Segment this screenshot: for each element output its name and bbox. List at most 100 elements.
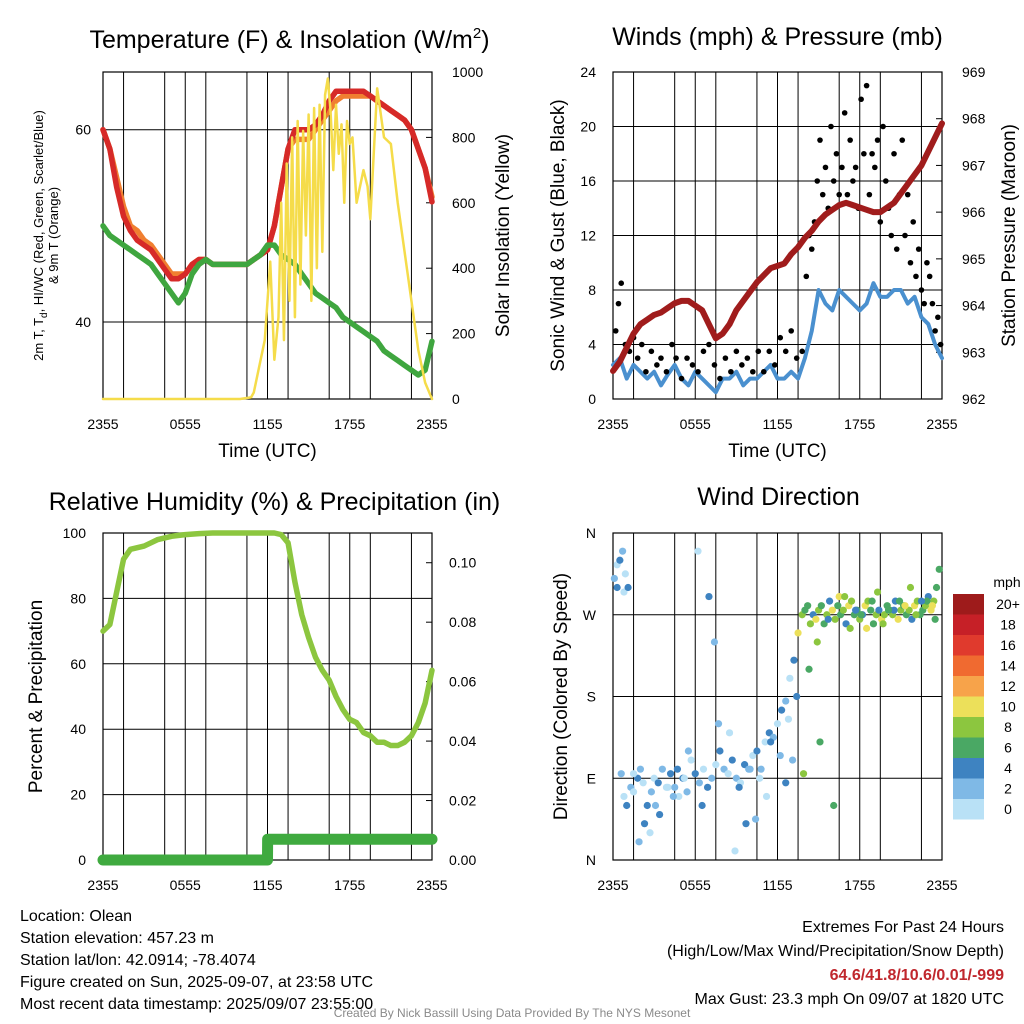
y2-tick-label: 0.04: [449, 733, 476, 749]
direction-point: [756, 774, 764, 782]
direction-point: [863, 624, 871, 632]
legend-label: 12: [1000, 678, 1016, 694]
direction-point: [669, 792, 677, 801]
wdir-y-label: Direction (Colored By Speed): [551, 573, 572, 820]
max-gust: Max Gust: 23.3 mph On 09/07 at 1820 UTC: [694, 991, 1005, 1008]
direction-point: [616, 556, 624, 564]
direction-point: [812, 615, 820, 623]
y-tick-label: 80: [70, 590, 86, 606]
direction-point: [613, 583, 621, 592]
gust-point: [913, 273, 919, 280]
extremes-subtitle: (High/Low/Max Wind/Precipitation/Snow De…: [666, 943, 1004, 960]
winds-panel: 2355 0555 1155 1755 235504812162024962963964…: [548, 23, 1020, 462]
gust-point: [673, 355, 679, 361]
gust-point: [739, 362, 745, 368]
direction-point: [794, 629, 802, 637]
gust-point: [803, 273, 810, 280]
direction-point: [824, 615, 832, 623]
x-tick-label: 0555: [680, 877, 711, 893]
gust-point: [850, 178, 856, 184]
gust-point: [663, 368, 670, 375]
gust-point: [750, 368, 756, 375]
direction-point: [857, 611, 865, 619]
direction-point: [735, 783, 743, 791]
gust-point: [907, 259, 914, 266]
gust-point: [874, 137, 881, 143]
direction-point: [928, 602, 937, 610]
y2-tick-label: 1000: [452, 64, 483, 80]
y-tick-label: 0: [78, 852, 86, 868]
gust-point: [844, 191, 851, 198]
y-tick-label: 20: [70, 787, 86, 803]
legend-label: 4: [1004, 760, 1012, 776]
legend-swatch: [953, 614, 984, 635]
direction-point: [786, 674, 794, 682]
credit-line: Created By Nick Bassill Using Data Provi…: [333, 1006, 691, 1020]
gust-point: [830, 178, 837, 184]
station-info: Location: Olean Station elevation: 457.2…: [20, 906, 373, 1016]
y-tick-label: 40: [70, 721, 86, 737]
direction-point: [825, 597, 834, 605]
direction-point: [868, 597, 876, 605]
gust-point: [847, 137, 853, 143]
temp-y-label-rest: , HI/WC (Red, Green, Scarlet/Blue): [31, 110, 46, 312]
y-tick-label: N: [586, 852, 596, 868]
direction-point: [831, 615, 839, 623]
direction-point: [617, 770, 625, 778]
y-tick-label: S: [587, 689, 596, 705]
gust-point: [618, 280, 625, 286]
direction-point: [675, 792, 683, 801]
y2-tick-label: 0.02: [449, 793, 476, 809]
direction-point: [804, 602, 812, 610]
gust-point: [638, 341, 645, 348]
direction-point: [875, 606, 883, 614]
direction-point: [687, 756, 695, 764]
temp-y-label: 2m T, Td, HI/WC (Red, Green, Scarlet/Blu…: [31, 110, 61, 361]
y2-tick-label: 966: [962, 204, 986, 220]
rh-series-line: [100, 530, 435, 749]
gust-point: [902, 232, 908, 239]
legend-label: 0: [1004, 801, 1012, 817]
direction-point: [816, 738, 824, 746]
direction-point: [712, 761, 720, 769]
y2-tick-label: 967: [962, 157, 986, 173]
direction-point: [852, 606, 860, 614]
direction-point: [834, 602, 842, 610]
station-elevation: Station elevation: 457.23 m: [20, 930, 214, 947]
gust-point: [882, 178, 889, 184]
direction-point: [753, 747, 761, 755]
gust-point: [760, 368, 767, 375]
direction-point: [646, 829, 654, 837]
direction-point: [782, 697, 790, 705]
direction-point: [884, 606, 893, 614]
direction-point: [761, 738, 769, 746]
y2-tick-label: 962: [962, 391, 986, 407]
y2-tick-label: 400: [452, 260, 476, 276]
direction-point: [793, 692, 801, 701]
gust-point: [915, 246, 922, 252]
gust-point: [788, 328, 795, 334]
legend-swatch: [953, 778, 984, 799]
gust-point: [880, 123, 886, 130]
gust-point: [689, 362, 696, 368]
winds-series-line: [610, 120, 945, 374]
direction-point: [923, 597, 931, 605]
x-tick-label: 1755: [844, 416, 875, 432]
gust-point: [872, 164, 878, 171]
y2-tick-label: 800: [452, 129, 476, 145]
y-tick-label: 60: [75, 122, 91, 138]
gust-point: [706, 341, 712, 348]
gust-point: [910, 219, 917, 225]
legend-label: 10: [1000, 699, 1016, 715]
y-tick-label: 40: [75, 314, 91, 330]
direction-point: [698, 801, 706, 810]
gust-point: [695, 368, 701, 375]
legend-label: 20+: [996, 596, 1020, 612]
direction-point: [817, 602, 825, 610]
y-tick-label: E: [587, 770, 596, 786]
legend-swatch: [953, 655, 984, 676]
direction-point: [699, 765, 708, 773]
x-tick-label: 1755: [334, 416, 365, 432]
gust-point: [654, 362, 660, 368]
gust-point: [932, 328, 938, 334]
